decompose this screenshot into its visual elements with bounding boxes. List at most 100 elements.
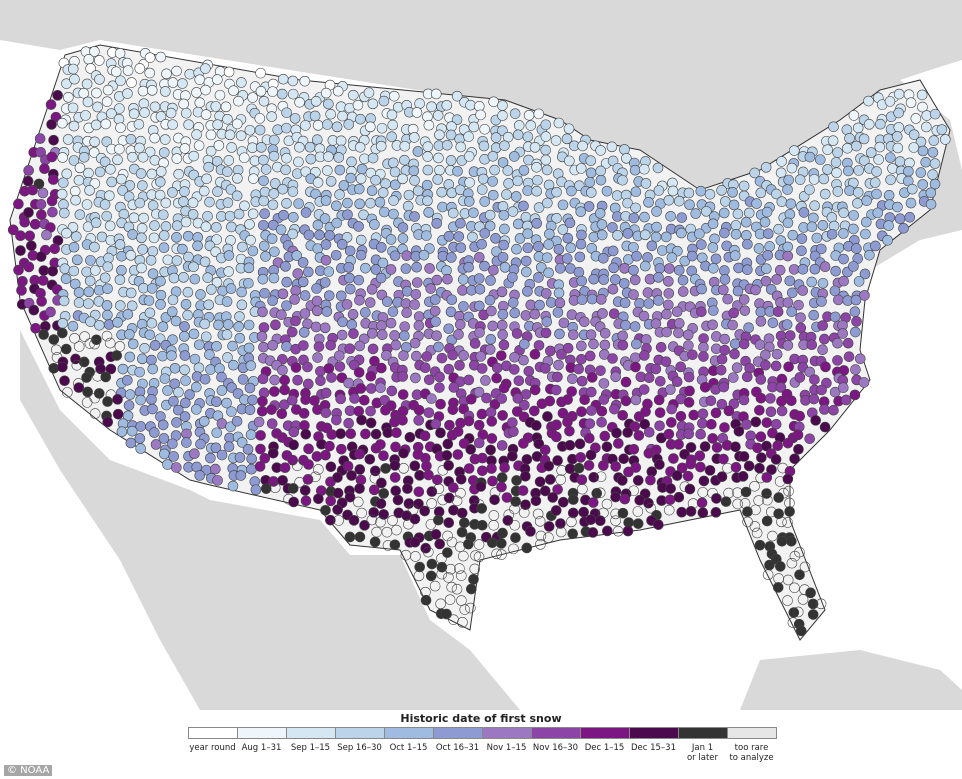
station-dot [224,129,236,141]
station-dot [157,350,168,362]
station-dot [397,389,409,400]
station-dot [707,218,719,230]
station-dot [436,352,448,364]
station-dot [882,234,893,246]
station-dot [718,381,730,393]
station-dot [78,87,90,99]
station-dot [139,342,150,354]
station-dot [354,141,366,153]
station-dot [509,503,520,515]
station-dot [279,384,290,396]
station-dot [811,232,823,244]
station-dot [564,463,576,474]
station-dot [455,141,467,153]
station-dot [794,372,806,383]
station-dot [743,207,755,219]
station-dot [728,199,740,211]
station-dot [320,387,332,399]
station-dot [629,274,641,286]
station-dot [598,378,610,389]
station-dot [586,293,598,305]
legend-swatch [531,727,581,739]
station-dot [610,515,621,527]
station-dot [173,168,184,180]
station-dot [499,223,510,235]
station-dot [807,609,819,620]
station-dot [412,185,424,197]
legend-item: Dec 15–31 [629,727,679,763]
station-dot [344,491,356,503]
station-dot [704,465,716,476]
station-dot [853,165,865,176]
station-dot [550,135,562,146]
station-dot [222,319,234,330]
station-dot [479,228,491,239]
legend-label: Nov 16–30 [532,743,579,753]
station-dot [146,168,158,180]
station-dot [477,452,488,464]
station-dot [126,425,138,437]
station-dot [632,475,644,486]
station-dot [147,268,159,279]
station-dot [389,472,401,483]
station-dot [574,251,586,263]
station-dot [221,397,232,409]
station-dot [380,463,391,474]
legend-item: Sep 16–30 [335,727,385,763]
station-dot [302,378,314,390]
station-dot [403,518,414,530]
station-dot [413,498,424,510]
station-dot [388,195,399,206]
station-dot [651,221,662,233]
station-dot [509,364,520,375]
station-dot [793,443,804,455]
station-dot [232,388,244,399]
station-dot [46,195,58,207]
station-dot [830,157,842,168]
station-dot [310,321,322,333]
station-dot [288,212,299,223]
station-dot [17,276,28,287]
station-dot [838,253,849,265]
station-dot [346,319,358,330]
station-dot [15,230,26,242]
station-dot [413,415,425,426]
station-dot [467,231,478,243]
station-dot [311,305,323,317]
station-dot [258,219,269,231]
station-dot [863,95,874,107]
station-dot [347,309,359,320]
station-dot [441,608,452,620]
station-dot [191,129,202,140]
station-dot [760,349,771,361]
station-dot [518,507,530,518]
station-dot [512,175,523,187]
station-dot [584,418,596,429]
station-dot [89,136,100,148]
station-dot [512,129,524,141]
legend-swatch [335,727,385,739]
station-dot [727,187,738,198]
station-dot [661,308,672,320]
station-dot [225,184,237,195]
station-dot [71,359,83,371]
legend-swatch [580,727,630,739]
station-dot [576,375,588,387]
station-dot [324,230,335,241]
station-dot [300,495,312,507]
station-dot [413,404,425,416]
station-dot [639,229,651,241]
station-dot [782,250,794,262]
station-dot [420,542,432,554]
station-dot [731,362,743,374]
station-dot [409,211,420,222]
station-dot [441,99,453,111]
station-dot [660,231,672,243]
station-dot [34,133,46,144]
station-dot [666,417,677,428]
station-dot [503,178,514,189]
legend-item: too rare to analyze [727,727,777,763]
station-dot [418,249,430,261]
station-dot [91,87,102,99]
station-dot [486,433,498,444]
